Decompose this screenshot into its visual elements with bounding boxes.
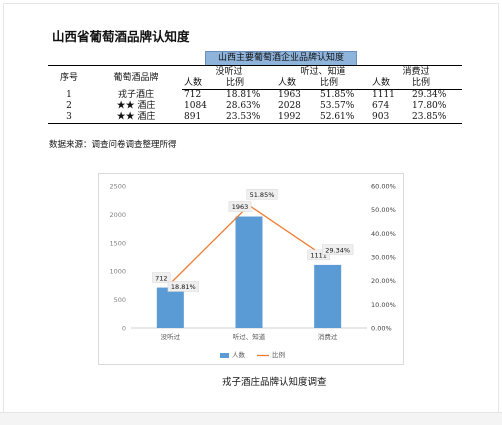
line-data-label: 18.81% xyxy=(171,283,196,291)
y-right-tick-label: 30.00% xyxy=(371,254,396,262)
cell-consumed-pct: 23.85% xyxy=(410,112,462,124)
subheader-count: 人数 xyxy=(182,78,224,90)
cell-brand: ★★ 酒庄 xyxy=(116,101,156,111)
legend-bar-label: 人数 xyxy=(232,350,246,359)
bar xyxy=(156,287,184,328)
bottom-strip xyxy=(0,412,502,425)
cell-never-pct: 18.81% xyxy=(226,90,261,100)
cell-heard-count: 2028 xyxy=(278,101,301,111)
page-title: 山西省葡萄酒品牌认知度 xyxy=(52,29,190,44)
cell-index: 1 xyxy=(66,89,72,100)
cell-never-count: 712 xyxy=(184,90,202,100)
y-left-tick-label: 1500 xyxy=(109,239,126,247)
brand-awareness-table: 序号 葡萄酒品牌 没听过 听过、知道 消费过 人数 比例 人数 比例 人数 比例… xyxy=(48,65,462,124)
x-tick-label: 没听过 xyxy=(161,332,181,341)
bar-data-label-box xyxy=(307,249,331,261)
y-left-tick-label: 2000 xyxy=(109,211,126,219)
header-never-heard: 没听过 xyxy=(182,65,276,78)
y-left-tick-label: 500 xyxy=(114,296,126,304)
line-data-label-box xyxy=(246,189,278,200)
subheader-count: 人数 xyxy=(276,78,318,90)
chart-container: 0 500 1000 1500 2000 2500 0.00% 10.00% 20.00% 30.… xyxy=(98,173,404,365)
y-left-tick-label: 0 xyxy=(122,325,126,333)
cell-never-count: 891 xyxy=(182,112,224,124)
y-right-tick-label: 10.00% xyxy=(371,301,396,309)
y-left-tick-label: 1000 xyxy=(109,268,126,276)
x-tick-label: 听过、知道 xyxy=(233,332,266,341)
cell-consumed-count: 903 xyxy=(370,112,410,124)
cell-brand: ★★ 酒庄 xyxy=(90,112,182,124)
cell-heard-count: 1963 xyxy=(278,90,301,100)
table-row: 1 戎子酒庄 712 18.81% 1963 51.85% 1111 29.34… xyxy=(48,90,462,102)
header-brand: 葡萄酒品牌 xyxy=(90,65,182,90)
cell-consumed-count: 1111 xyxy=(372,90,395,100)
bar xyxy=(235,216,263,328)
legend-line-label: 比例 xyxy=(272,350,285,359)
page-border xyxy=(3,3,499,422)
table-row: 3 ★★ 酒庄 891 23.53% 1992 52.61% 903 23.85… xyxy=(48,112,462,124)
line-data-label-box xyxy=(167,281,199,292)
y-left-tick-label: 2500 xyxy=(109,183,126,191)
header-index: 序号 xyxy=(48,65,90,90)
source-note: 数据来源：调查问卷调查整理所得 xyxy=(49,140,177,150)
bar xyxy=(314,264,342,328)
legend-bar-swatch xyxy=(220,353,229,358)
y-right-tick-label: 0.00% xyxy=(371,325,392,333)
chart-caption: 戎子酒庄品牌认知度调查 xyxy=(222,377,327,388)
cell-consumed-pct: 29.34% xyxy=(412,90,447,100)
y-right-tick-label: 40.00% xyxy=(371,230,396,238)
bar-data-label: 1111 xyxy=(310,252,327,260)
table-row: 2 ★★ 酒庄 1084 28.63% 2028 53.57% 674 17.8… xyxy=(48,101,462,112)
combo-chart: 0 500 1000 1500 2000 2500 0.00% 10.00% 20.00% 30.… xyxy=(109,183,396,360)
subheader-count: 人数 xyxy=(370,78,410,90)
table-caption[interactable]: 山西主要葡萄酒企业品牌认知度 xyxy=(205,51,357,66)
cell-heard-pct: 51.85% xyxy=(320,90,355,100)
cell-heard-count: 1992 xyxy=(276,112,318,124)
bar-data-label: 712 xyxy=(155,274,167,282)
y-right-tick-label: 20.00% xyxy=(371,277,396,285)
y-right-tick-label: 50.00% xyxy=(371,206,396,214)
cell-never-pct: 28.63% xyxy=(226,101,261,111)
cell-consumed-count: 674 xyxy=(372,101,390,111)
subheader-ratio: 比例 xyxy=(224,78,276,90)
header-heard: 听过、知道 xyxy=(276,65,370,78)
table-header-row-1: 序号 葡萄酒品牌 没听过 听过、知道 消费过 xyxy=(48,65,462,90)
line-data-label: 29.34% xyxy=(325,246,350,254)
x-tick-label: 消费过 xyxy=(318,332,338,341)
cell-never-count: 1084 xyxy=(184,101,207,111)
line-data-label: 51.85% xyxy=(250,191,275,199)
cell-heard-pct: 52.61% xyxy=(318,112,370,124)
header-consumed: 消费过 xyxy=(370,65,462,78)
subheader-ratio: 比例 xyxy=(410,78,462,90)
bar-data-label: 1963 xyxy=(232,203,249,211)
cell-never-pct: 23.53% xyxy=(224,112,276,124)
bar-data-label-box xyxy=(152,272,171,283)
cell-index: 2 xyxy=(66,101,72,111)
bar-data-label-box xyxy=(228,201,252,212)
table-header-row-2: 人数 比例 人数 比例 人数 比例 xyxy=(48,78,462,90)
cell-heard-pct: 53.57% xyxy=(320,101,355,111)
line-data-label-box xyxy=(322,244,354,255)
cell-brand: 戎子酒庄 xyxy=(117,89,154,100)
subheader-ratio: 比例 xyxy=(318,78,370,90)
y-right-tick-label: 60.00% xyxy=(371,183,396,191)
cell-index: 3 xyxy=(48,112,90,124)
cell-consumed-pct: 17.80% xyxy=(412,101,447,111)
